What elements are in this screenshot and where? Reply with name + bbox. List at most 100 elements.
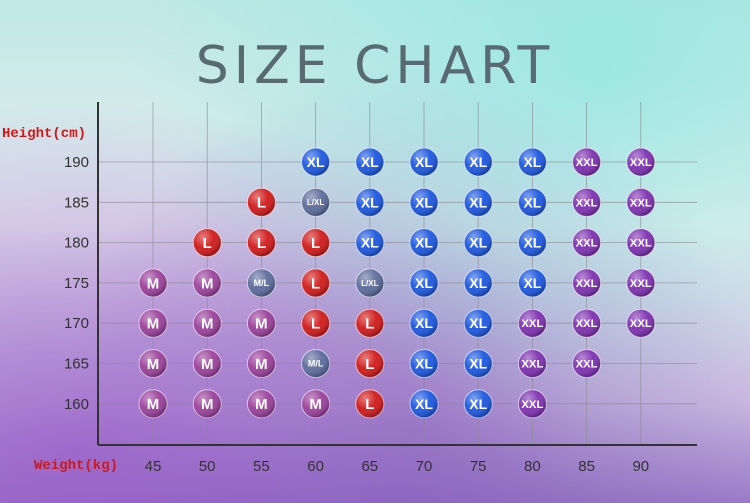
size-point-shine <box>193 268 222 297</box>
size-point-label: M <box>147 275 160 292</box>
size-point: XL <box>463 308 493 338</box>
size-point-shine <box>193 309 222 338</box>
size-point-label: XXL <box>630 157 652 169</box>
size-point: M <box>138 308 168 338</box>
size-point: L/XL <box>355 268 385 298</box>
size-point-shine <box>247 309 276 338</box>
size-point-label: L/XL <box>361 279 378 288</box>
size-point-shine <box>410 389 438 418</box>
size-point: L/XL <box>301 187 331 217</box>
size-point: M <box>138 268 168 298</box>
size-point-shine <box>355 349 384 378</box>
size-point: XXL <box>626 147 656 177</box>
size-point-shine <box>410 309 438 338</box>
size-point-shine <box>572 349 601 378</box>
size-point-shine <box>518 349 547 378</box>
y-tick-label: 180 <box>64 235 89 252</box>
size-point-label: XL <box>415 154 433 170</box>
size-point-shine <box>410 188 438 217</box>
size-point: XL <box>517 268 547 298</box>
size-point-shine <box>518 188 547 217</box>
size-point-shine <box>301 148 330 176</box>
size-point: XXL <box>626 228 656 258</box>
size-point: XL <box>409 349 439 378</box>
size-point-shine <box>518 228 547 257</box>
size-point-label: L <box>311 316 320 333</box>
size-point: M <box>192 349 222 378</box>
size-point: XL <box>409 308 439 338</box>
size-point-label: XXL <box>576 238 598 250</box>
size-point-label: XXL <box>630 238 652 250</box>
size-point-label: XXL <box>521 399 543 411</box>
size-points: XL XL XL XL XL XXL XXL L L/XL XL XL XL XL XXL XXL L L L XL… <box>138 147 656 419</box>
size-point-shine <box>410 349 438 378</box>
axes <box>97 102 697 446</box>
size-point: L <box>192 228 222 258</box>
size-point: XXL <box>572 187 602 217</box>
size-point-shine <box>193 349 222 378</box>
size-point-label: XL <box>307 154 325 170</box>
size-point-shine <box>139 389 167 418</box>
size-point: L <box>301 228 331 258</box>
size-point-shine <box>247 188 276 217</box>
size-point-label: XXL <box>576 157 598 169</box>
size-point: M <box>246 389 276 419</box>
size-point: L <box>301 308 331 338</box>
size-point-label: L <box>203 235 212 252</box>
size-point-shine <box>301 309 330 338</box>
size-point: XXL <box>572 308 602 338</box>
size-point: L <box>246 228 276 258</box>
size-point: M <box>138 349 168 378</box>
size-point-label: XXL <box>576 318 598 330</box>
size-point-label: L <box>365 316 374 333</box>
size-point-shine <box>355 188 384 217</box>
y-axis-label: Height(cm) <box>2 126 86 142</box>
size-point-label: XL <box>415 356 433 372</box>
size-point-label: XL <box>361 154 379 170</box>
size-point-label: XXL <box>630 278 652 290</box>
size-point-label: XL <box>415 194 433 210</box>
size-point: XXL <box>517 389 547 419</box>
size-point: XXL <box>626 308 656 338</box>
size-point: M <box>246 349 276 378</box>
size-point-shine <box>355 309 384 338</box>
x-tick-label: 70 <box>416 458 433 475</box>
size-point-shine <box>626 228 655 257</box>
size-point-shine <box>626 188 655 217</box>
size-point-label: XXL <box>576 197 598 209</box>
size-point-shine <box>193 228 222 257</box>
size-point: XXL <box>572 147 602 177</box>
y-tick-label: 165 <box>64 356 89 373</box>
size-point-shine <box>139 349 167 378</box>
size-point-shine <box>247 389 276 418</box>
size-point: XL <box>409 187 439 217</box>
size-point-shine <box>139 268 167 297</box>
size-point: XL <box>463 268 493 298</box>
size-point-shine <box>301 349 330 378</box>
size-point: XXL <box>572 228 602 258</box>
size-point-label: M <box>255 396 268 413</box>
size-point: M <box>192 268 222 298</box>
size-point-label: XL <box>469 275 487 291</box>
size-point: XL <box>517 228 547 258</box>
size-point-shine <box>464 188 493 217</box>
size-point-label: L/XL <box>307 198 324 207</box>
size-point-shine <box>410 268 438 297</box>
size-point-label: XXL <box>630 318 652 330</box>
size-point: XXL <box>626 187 656 217</box>
size-point: XL <box>355 228 385 258</box>
size-point: XL <box>517 147 547 177</box>
x-tick-label: 80 <box>524 458 541 475</box>
size-point-shine <box>572 268 601 297</box>
size-point-label: XL <box>361 235 379 251</box>
y-tick-label: 160 <box>64 396 89 413</box>
size-point-label: XL <box>415 315 433 331</box>
size-point-label: L <box>365 356 374 373</box>
size-point-shine <box>355 389 384 418</box>
size-point: M <box>301 389 331 419</box>
size-point-label: M <box>201 396 214 413</box>
size-point-label: XL <box>469 235 487 251</box>
x-tick-label: 90 <box>632 458 649 475</box>
y-tick-label: 185 <box>64 194 89 211</box>
